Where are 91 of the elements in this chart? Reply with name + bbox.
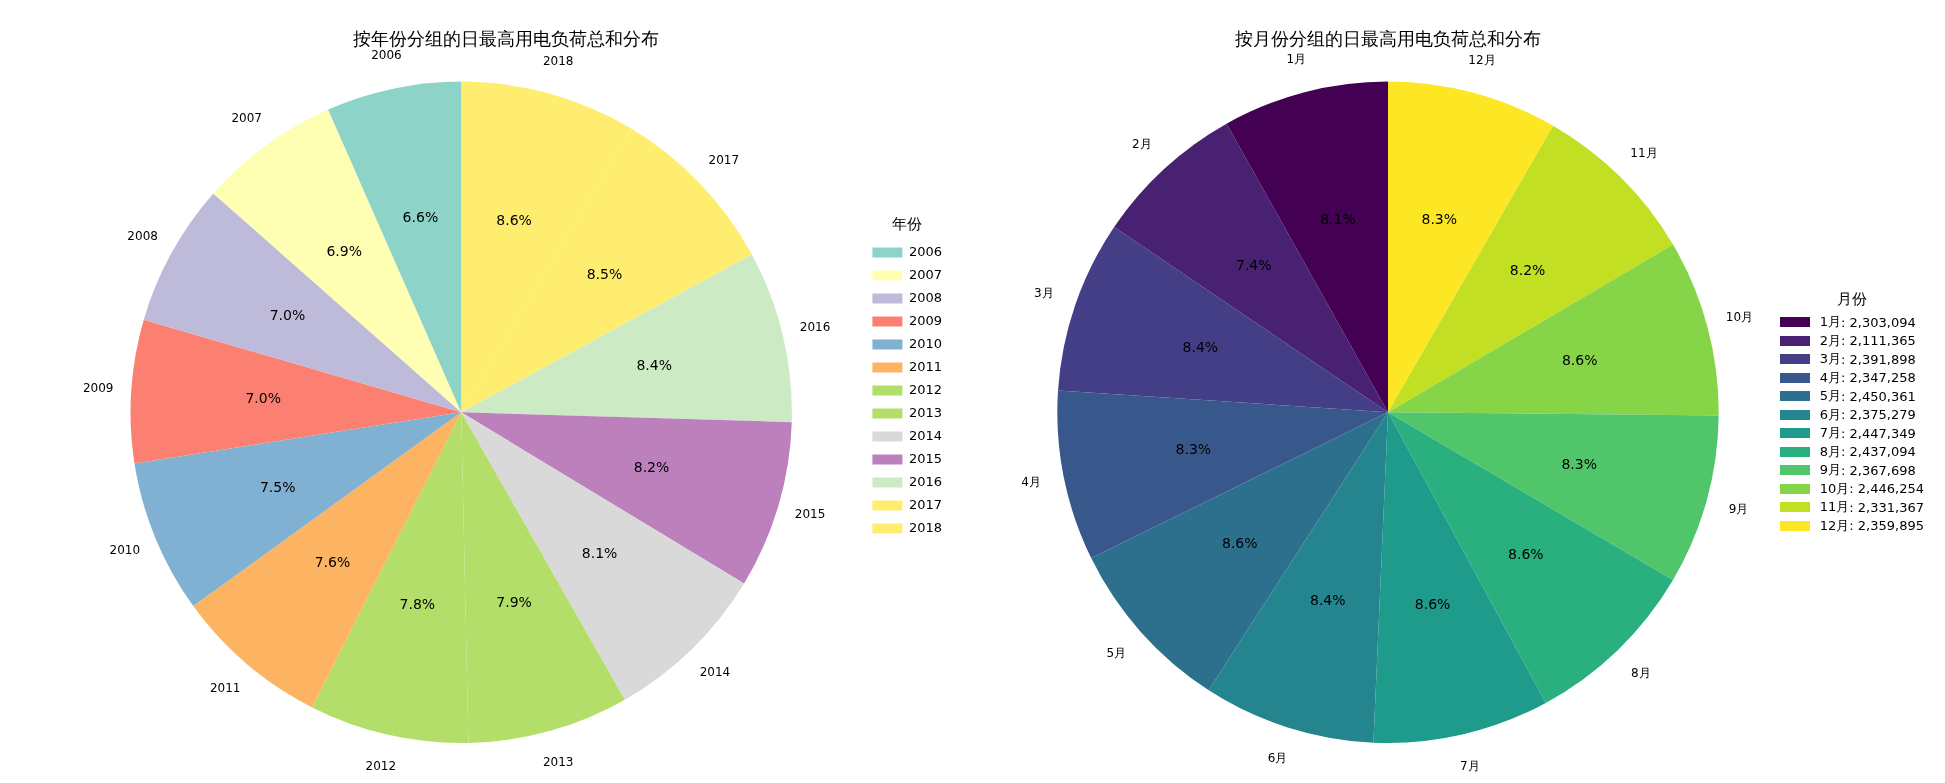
text: : 2,367,698 — [1841, 462, 1916, 478]
legend-label: 11月 — [1819, 498, 1850, 517]
legend-label: 3月 — [1819, 350, 1842, 369]
slice-label: 2016 — [799, 320, 831, 335]
slice-label: 1月 — [1286, 52, 1307, 67]
legend-label: 2010 — [908, 335, 943, 351]
legend-label: 9月 — [1819, 461, 1842, 480]
slice-label: 8月 — [1630, 666, 1651, 681]
data-label: 8.2% — [1509, 261, 1546, 278]
data-label: 7.6% — [314, 553, 351, 570]
slice-label: 2014 — [699, 665, 731, 680]
data-label: 8.3% — [1561, 456, 1597, 472]
slice-label: 2009 — [82, 381, 114, 396]
legend-label: 2006 — [908, 243, 943, 259]
legend-label: 1月 — [1819, 313, 1842, 332]
text: : 2,331,367 — [1849, 499, 1924, 515]
data-label: 7.0% — [245, 390, 281, 407]
slice-label: 2012 — [365, 759, 397, 774]
text: : 2,447,349 — [1841, 425, 1916, 441]
text: : 2,437,094 — [1841, 444, 1916, 460]
data-label: 8.3% — [1175, 441, 1212, 458]
data-label: 8.4% — [1309, 591, 1346, 608]
data-label: 8.6% — [496, 211, 532, 228]
slice-label: 9月 — [1728, 501, 1749, 516]
text: : 2,111,365 — [1841, 333, 1916, 349]
legend-label: 2月 — [1819, 331, 1842, 350]
slice-label: 4月 — [1021, 474, 1041, 489]
text: : 2,359,895 — [1849, 518, 1924, 534]
legend-label: 8月 — [1819, 442, 1842, 461]
data-label: 7.4% — [1235, 256, 1272, 273]
data-label: 8.6% — [1221, 534, 1258, 551]
data-label: 8.6% — [1414, 596, 1451, 613]
slice-label: 2010 — [109, 542, 141, 557]
slice-label: 2007 — [231, 110, 262, 125]
data-label: 8.4% — [1182, 338, 1219, 355]
data-label: 8.6% — [1561, 351, 1598, 368]
slice-label: 12月 — [1468, 53, 1496, 67]
slice-label: 2017 — [708, 152, 740, 167]
legend-label: 4月 — [1819, 368, 1842, 387]
legend-label: 2013 — [908, 404, 943, 420]
data-label: 7.5% — [259, 478, 296, 495]
text: : 2,375,279 — [1841, 407, 1916, 423]
text: : 2,450,361 — [1841, 388, 1916, 404]
data-label: 8.5% — [586, 265, 623, 282]
data-label: 8.1% — [1320, 210, 1356, 227]
data-label: 8.1% — [581, 545, 618, 562]
legend-title: 年份 — [892, 215, 923, 234]
slice-label: 2011 — [209, 681, 241, 696]
slice-label: 2月 — [1132, 136, 1152, 151]
data-label: 7.8% — [399, 596, 436, 613]
text: : 2,391,898 — [1841, 351, 1916, 367]
legend-label: 2008 — [908, 289, 943, 305]
legend-label: 7月 — [1819, 424, 1842, 443]
slice-label: 3月 — [1034, 286, 1054, 301]
legend-label: 6月 — [1819, 405, 1842, 424]
slice-label: 11月 — [1630, 145, 1658, 160]
legend-label: 2016 — [908, 473, 943, 489]
text: : 2,446,254 — [1849, 481, 1924, 497]
slice-label: 2015 — [794, 507, 826, 522]
data-label: 8.6% — [1508, 545, 1544, 562]
legend-label: 12月 — [1819, 516, 1850, 535]
slice-label: 2008 — [127, 228, 158, 243]
legend-label: 2011 — [908, 358, 943, 374]
data-label: 8.2% — [633, 459, 670, 476]
slice-label: 2018 — [542, 53, 574, 68]
chart-title: 按年份分组的日最高用电负荷总和分布 — [353, 28, 659, 50]
slice-label: 7月 — [1459, 758, 1480, 773]
legend-label: 2012 — [908, 381, 943, 397]
legend-title: 月份 — [1835, 290, 1868, 309]
data-label: 7.9% — [496, 594, 532, 611]
slice-label: 5月 — [1106, 646, 1127, 661]
legend-label: 2009 — [908, 312, 943, 328]
legend-label: 2017 — [908, 496, 943, 512]
text: : 2,347,258 — [1841, 370, 1916, 386]
slice-label: 10月 — [1725, 310, 1754, 325]
chart-title: 按月份分组的日最高用电负荷总和分布 — [1235, 28, 1541, 50]
legend-label: 2018 — [908, 519, 943, 535]
data-label: 6.9% — [326, 242, 362, 259]
text: : 2,303,094 — [1841, 314, 1916, 330]
data-label: 8.4% — [636, 356, 673, 373]
legend-label: 5月 — [1819, 387, 1842, 406]
slice-label: 6月 — [1267, 751, 1288, 766]
slice-label: 2013 — [542, 755, 574, 770]
data-label: 6.6% — [402, 208, 439, 225]
data-label: 7.0% — [269, 307, 306, 324]
legend-label: 10月 — [1819, 479, 1850, 498]
slice-label: 2006 — [371, 48, 402, 63]
data-label: 8.3% — [1421, 211, 1458, 228]
legend-label: 2007 — [908, 266, 943, 282]
legend-label: 2015 — [908, 450, 943, 466]
legend-label: 2014 — [908, 427, 943, 443]
